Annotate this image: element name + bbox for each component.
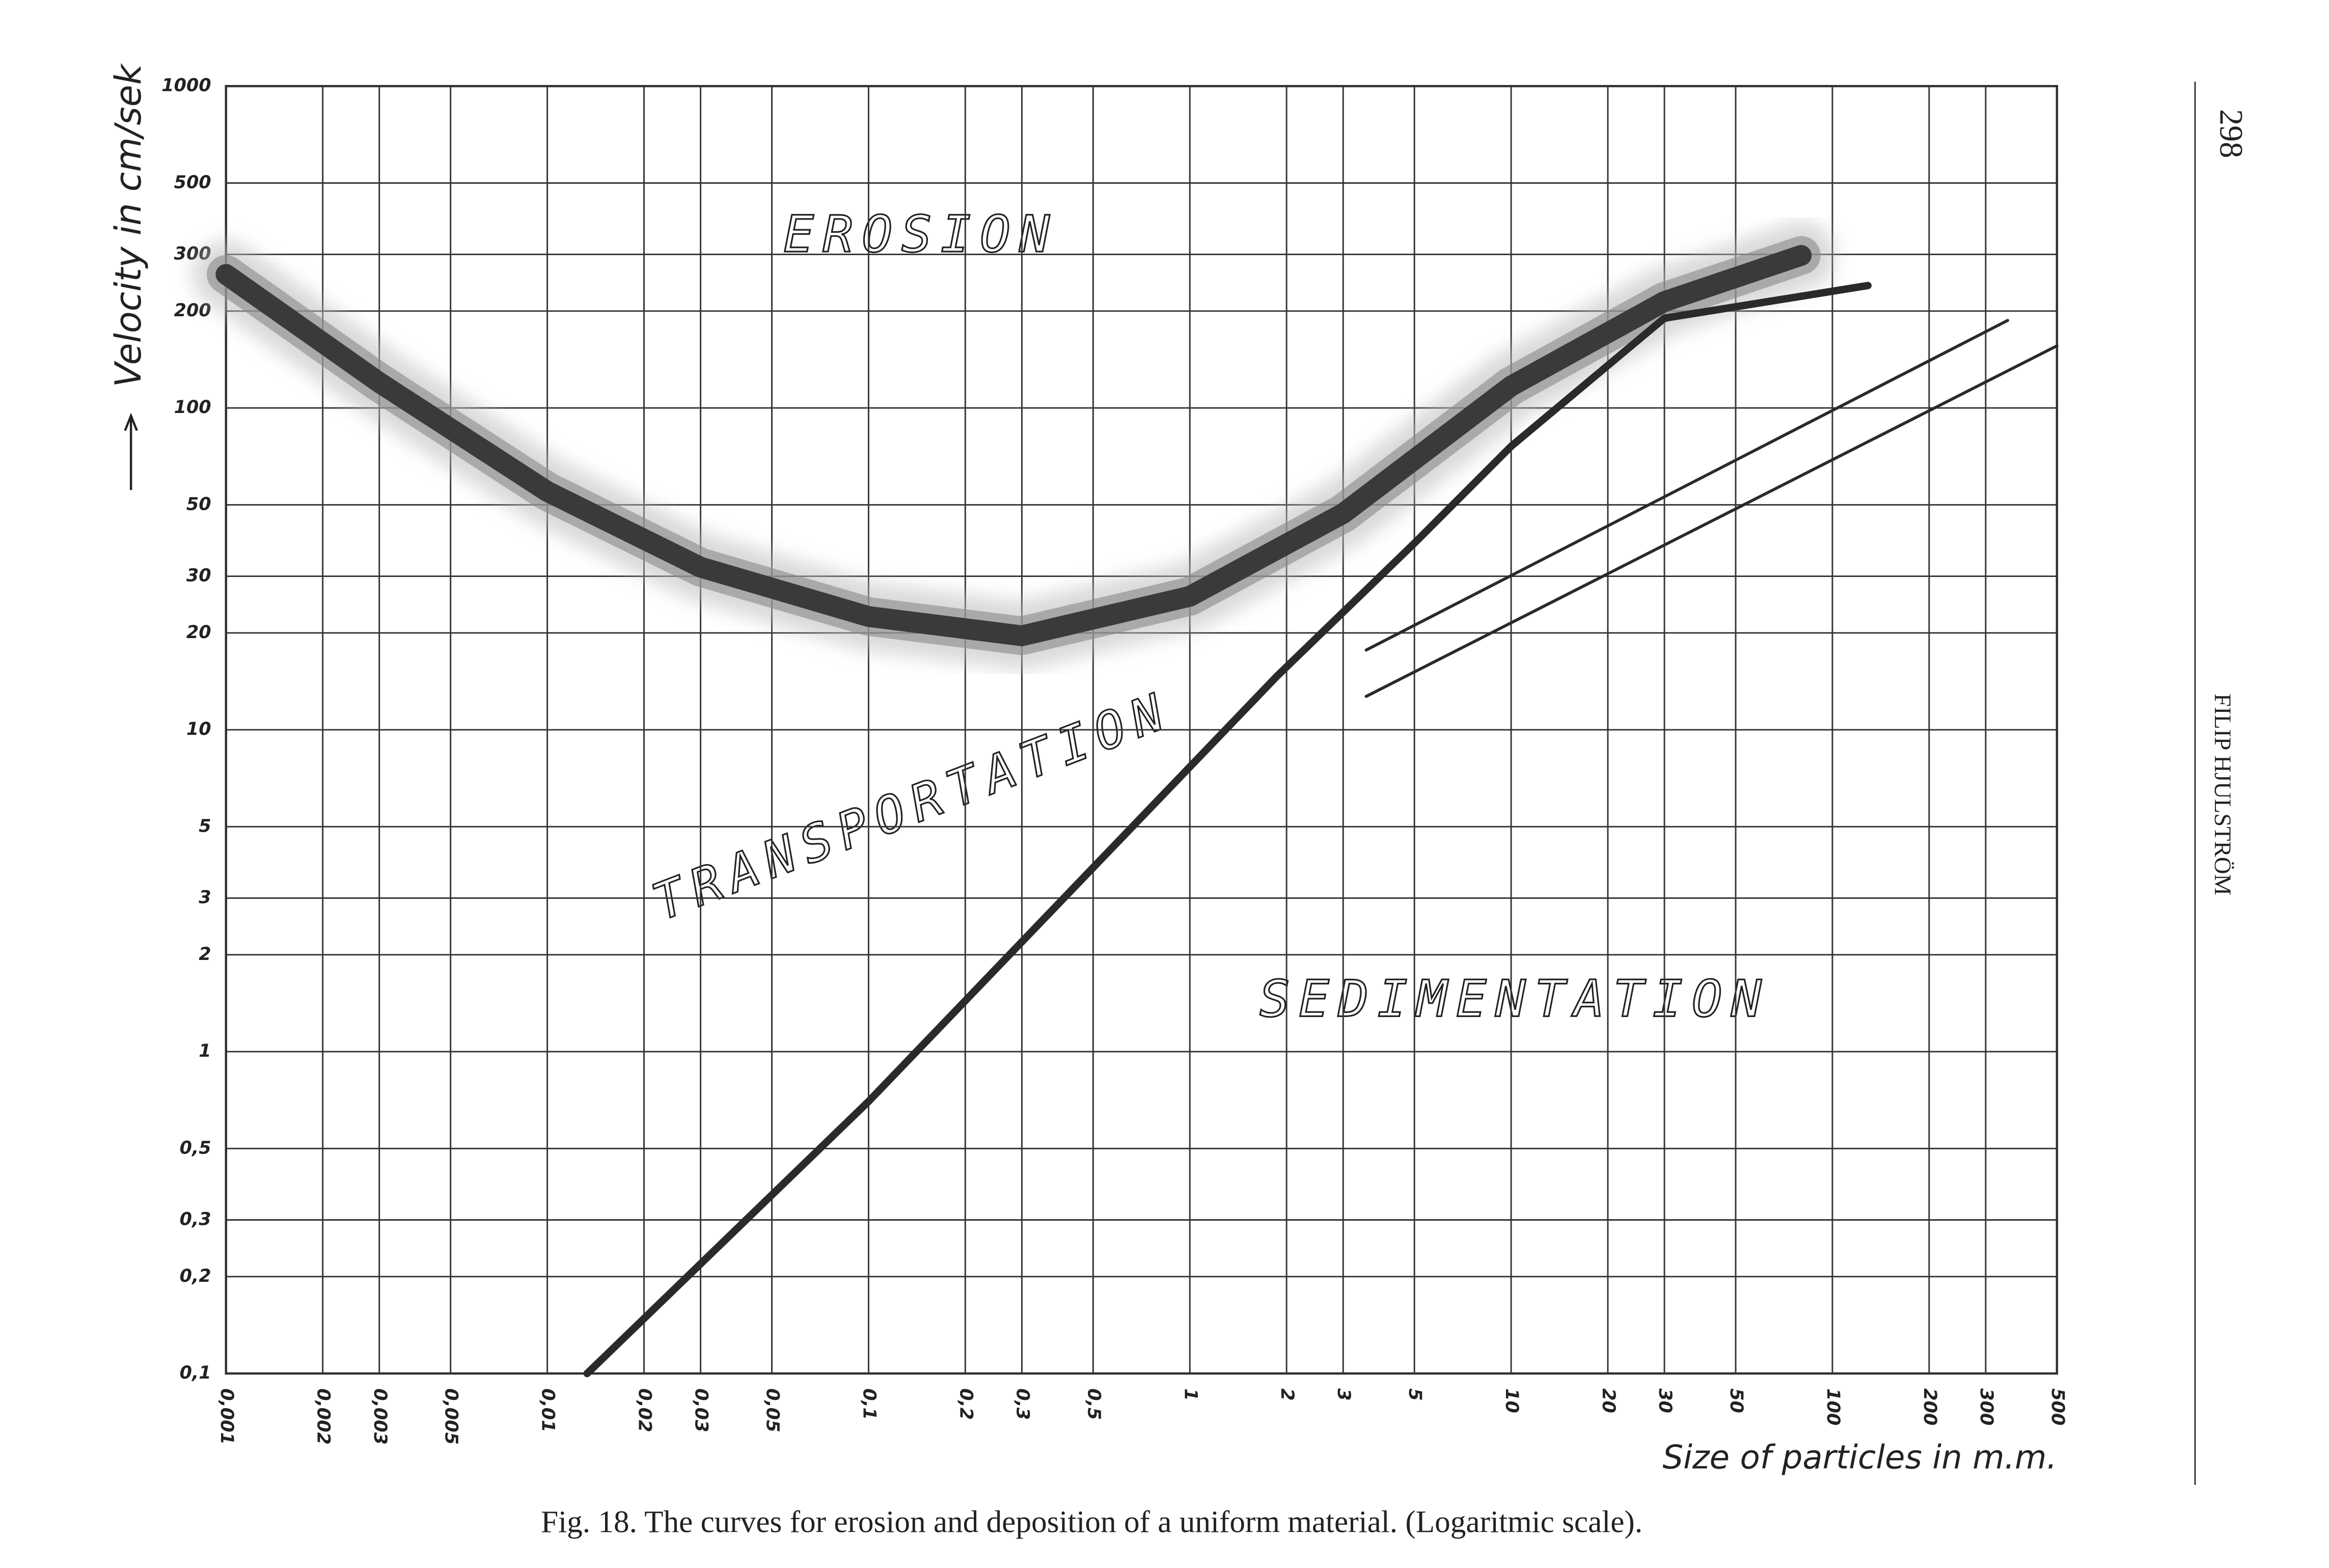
- x-tick-label: 200: [1920, 1388, 1940, 1425]
- x-tick-label: 20: [1598, 1388, 1619, 1413]
- x-tick-label: 0,02: [634, 1388, 654, 1432]
- x-tick-label: 0,01: [538, 1388, 558, 1432]
- x-tick-label: 2: [1277, 1388, 1297, 1400]
- x-tick-label: 30: [1655, 1388, 1675, 1413]
- y-tick-label: 200: [174, 300, 211, 321]
- x-tick-label: 0,005: [441, 1388, 461, 1445]
- y-tick-label: 10: [186, 719, 211, 739]
- x-tick-label: 50: [1726, 1388, 1746, 1413]
- x-tick-label: 10: [1501, 1388, 1522, 1413]
- x-tick-label: 0,003: [370, 1388, 390, 1445]
- y-tick-label: 20: [186, 622, 211, 643]
- deposition-curve: [583, 282, 1872, 1378]
- y-tick-label: 30: [186, 566, 211, 586]
- x-tick-label: 5: [1405, 1388, 1425, 1400]
- x-tick-label: 0,002: [313, 1388, 334, 1445]
- y-tick-label: 500: [174, 172, 211, 192]
- x-tick-label: 1: [1180, 1388, 1200, 1400]
- x-tick-label: 0,2: [955, 1388, 976, 1420]
- running-head: FILIP HJULSTRÖM: [2209, 694, 2236, 895]
- y-axis-label: Velocity in cm/sek: [107, 63, 149, 388]
- y-tick-label: 2: [199, 944, 211, 965]
- x-tick-label: 500: [2047, 1388, 2068, 1425]
- page-number: 298: [2213, 109, 2249, 158]
- x-tick-label: 100: [1823, 1388, 1843, 1425]
- x-tick-label: 0,03: [691, 1388, 711, 1432]
- y-tick-label: 0,1: [180, 1363, 211, 1383]
- x-tick-label: 0,3: [1012, 1388, 1032, 1420]
- deposition-curve: [1364, 344, 2059, 698]
- region-label: SEDIMENTATION: [1259, 970, 1770, 1028]
- x-tick-label: 0,001: [216, 1388, 237, 1445]
- y-tick-label: 0,2: [180, 1266, 211, 1286]
- region-label: TRANSPORTATION: [645, 680, 1180, 932]
- y-tick-label: 1000: [161, 75, 211, 96]
- deposition-curve: [1364, 319, 2009, 652]
- x-tick-label: 0,1: [859, 1388, 879, 1420]
- y-tick-label: 3: [199, 888, 211, 908]
- x-tick-label: 0,05: [762, 1388, 783, 1432]
- y-tick-label: 5: [199, 816, 211, 836]
- x-tick-label: 3: [1333, 1388, 1354, 1400]
- y-tick-label: 100: [174, 397, 211, 418]
- erosion-curve: [215, 245, 1812, 646]
- x-tick-label: 0,5: [1083, 1388, 1104, 1420]
- caption: Fig. 18. The curves for erosion and depo…: [541, 1504, 1642, 1539]
- axis-arrow-head: [124, 412, 138, 431]
- y-tick-label: 0,5: [180, 1138, 211, 1158]
- x-tick-label: 300: [1976, 1388, 1996, 1425]
- y-tick-label: 1: [199, 1041, 211, 1061]
- x-axis-label: Size of particles in m.m.: [1662, 1439, 2057, 1477]
- y-tick-label: 0,3: [180, 1209, 211, 1230]
- y-tick-label: 50: [186, 494, 211, 514]
